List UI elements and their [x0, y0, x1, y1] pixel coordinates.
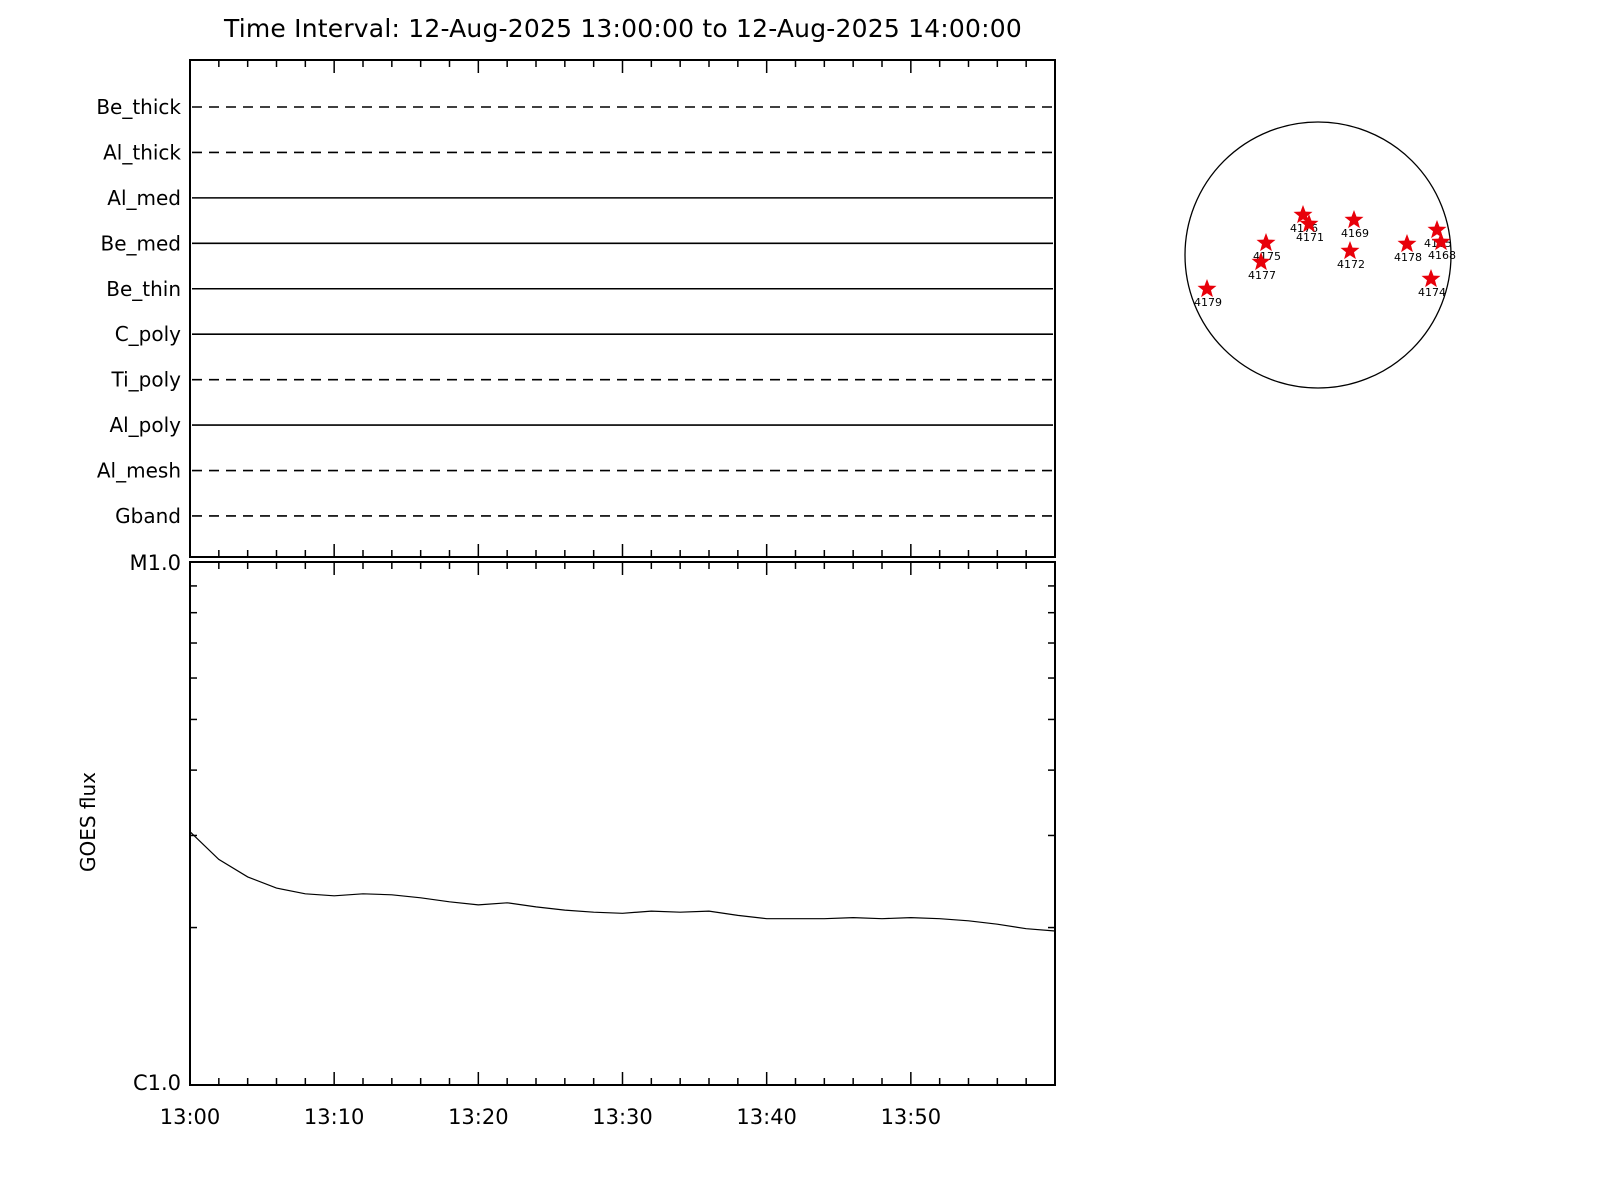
x-tick-label-13:50: 13:50	[881, 1105, 942, 1129]
filter-label-C_poly: C_poly	[115, 322, 181, 346]
x-tick-label-13:20: 13:20	[448, 1105, 509, 1129]
filter-label-Be_med: Be_med	[100, 231, 181, 255]
active-region-star-icon-4175	[1256, 233, 1276, 252]
active-region-label-4171: 4171	[1296, 231, 1324, 244]
active-region-star-icon-4178	[1397, 234, 1417, 253]
x-tick-label-13:40: 13:40	[736, 1105, 797, 1129]
filter-label-Al_mesh: Al_mesh	[97, 459, 181, 483]
plot-title: Time Interval: 12-Aug-2025 13:00:00 to 1…	[224, 14, 1022, 43]
active-region-star-icon-4179	[1197, 279, 1217, 298]
active-region-label-4174: 4174	[1418, 286, 1446, 299]
filter-label-Al_poly: Al_poly	[109, 413, 181, 437]
active-region-star-icon-4177	[1251, 252, 1271, 271]
goes-flux-axis-label: GOES flux	[76, 772, 100, 872]
y-tick-label-top: M1.0	[129, 551, 181, 575]
filter-label-Ti_poly: Ti_poly	[111, 368, 182, 392]
active-region-label-4178: 4178	[1394, 251, 1422, 264]
active-region-label-4177: 4177	[1248, 269, 1276, 282]
x-tick-label-13:30: 13:30	[592, 1105, 653, 1129]
active-region-label-4168: 4168	[1428, 249, 1456, 262]
goes-panel-frame	[189, 561, 1056, 1086]
x-tick-label-13:10: 13:10	[304, 1105, 365, 1129]
solar-disk	[1184, 121, 1452, 389]
active-region-label-4179: 4179	[1194, 296, 1222, 309]
filter-label-Al_med: Al_med	[107, 186, 181, 210]
filter-label-Be_thick: Be_thick	[96, 95, 181, 119]
active-region-star-icon-4176	[1293, 205, 1313, 224]
active-region-star-icon-4172	[1340, 241, 1360, 260]
filter-label-Al_thick: Al_thick	[103, 140, 181, 164]
active-region-label-4169: 4169	[1341, 227, 1369, 240]
goes-flux-curve	[189, 831, 1056, 932]
active-region-star-icon-4165	[1427, 220, 1447, 239]
x-tick-label-13:00: 13:00	[160, 1105, 221, 1129]
active-region-label-4172: 4172	[1337, 258, 1365, 271]
y-tick-label-bottom: C1.0	[133, 1071, 181, 1095]
active-region-star-icon-4174	[1421, 269, 1441, 288]
active-region-star-icon-4168	[1431, 232, 1451, 251]
active-region-star-icon-4171	[1299, 214, 1319, 233]
filter-panel-frame	[189, 59, 1056, 558]
filter-label-Be_thin: Be_thin	[106, 277, 181, 301]
active-region-star-icon-4169	[1344, 210, 1364, 229]
filter-label-Gband: Gband	[115, 504, 181, 528]
